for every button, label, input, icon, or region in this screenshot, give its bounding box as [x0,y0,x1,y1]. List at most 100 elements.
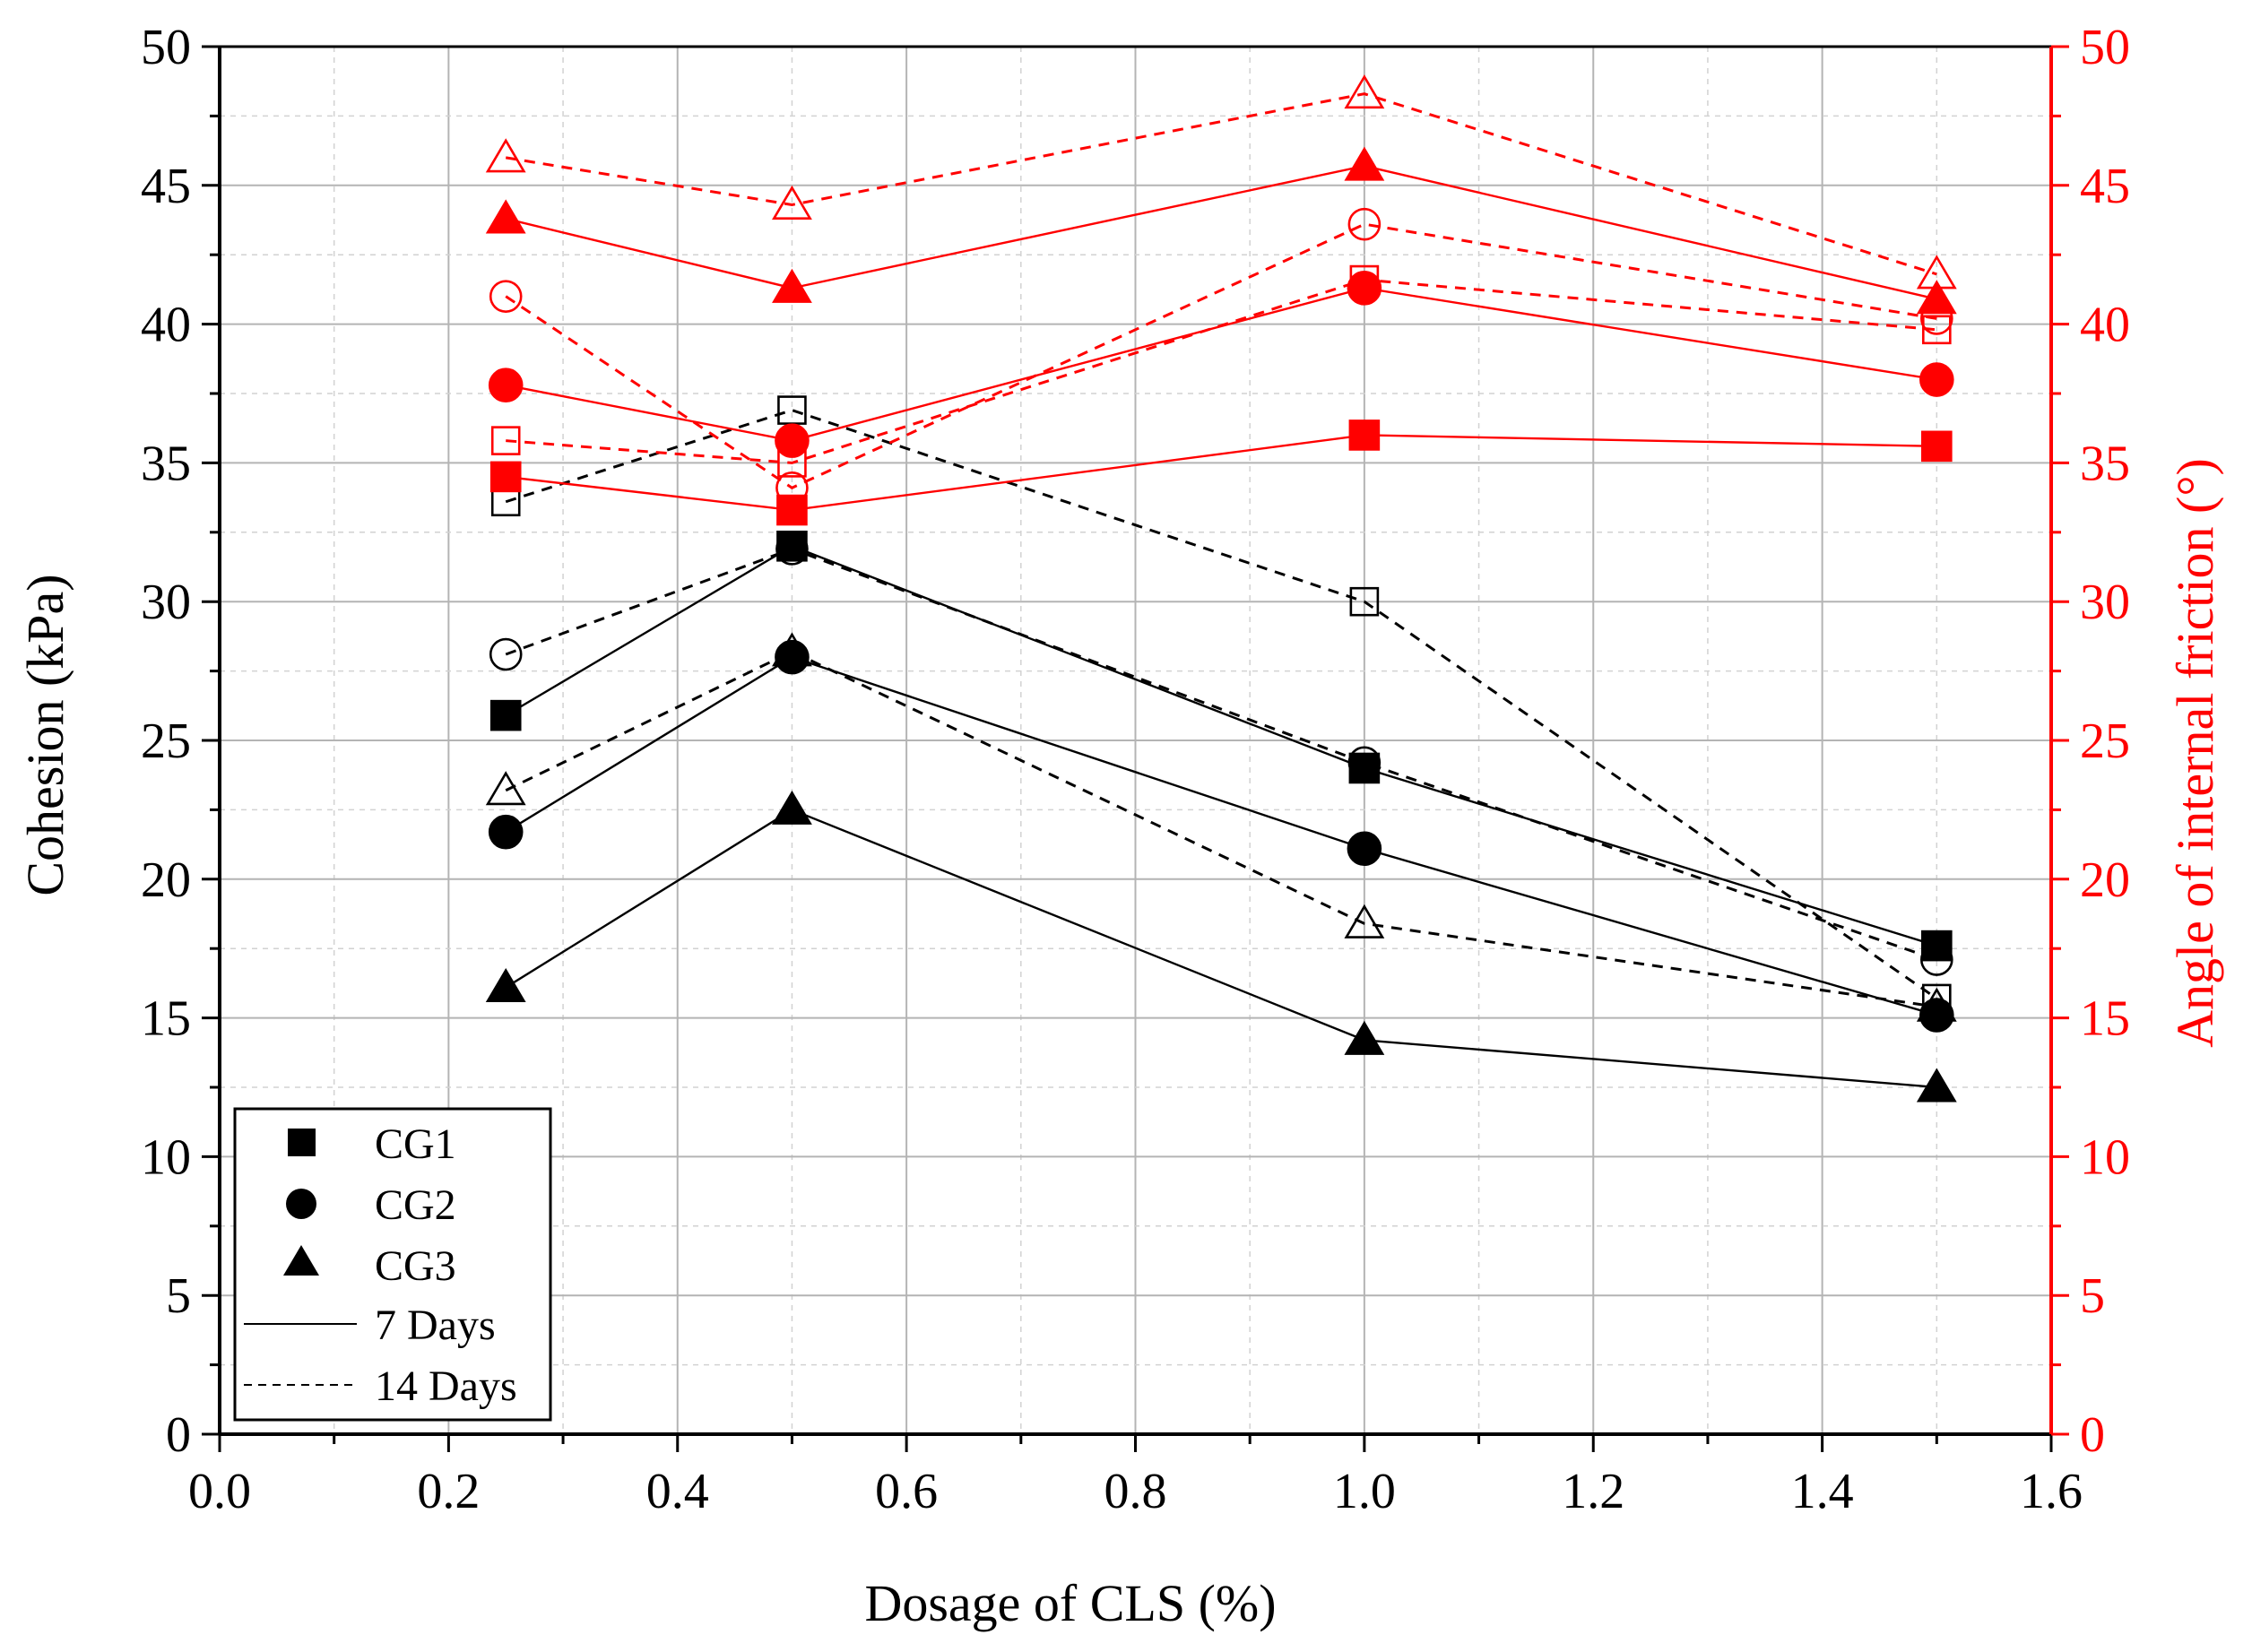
x-tick-label: 1.0 [1333,1464,1396,1519]
data-point-cg1-friction-angle-14-days [1349,264,1380,295]
data-point-cg1-cohesion-7-days [489,699,522,731]
data-point-cg3-friction-angle-7-days [772,268,812,303]
data-point-cg1-friction-angle-14-days [490,426,521,455]
data-point-cg1-friction-angle-7-days [1348,419,1381,451]
y-tick-label: 50 [141,20,191,75]
data-point-cg3-cohesion-7-days [1916,1068,1957,1103]
y2-tick-label: 20 [2080,852,2130,908]
y2-tick-label: 40 [2080,298,2130,353]
y2-tick-label: 45 [2080,159,2130,214]
data-point-cg3-cohesion-7-days [485,967,526,1003]
data-point-cg2-friction-angle-7-days [1919,362,1954,397]
y-tick-label: 15 [141,991,191,1047]
data-point-cg2-friction-angle-14-days [489,280,523,313]
y2-tick-label: 50 [2080,20,2130,75]
x-tick-label: 1.6 [2020,1464,2083,1519]
legend-marker-triangle [283,1245,319,1276]
data-point-cg1-friction-angle-7-days [1921,430,1953,463]
series-cg1-friction-angle-14-days [490,264,1952,478]
data-point-cg2-friction-angle-14-days [1920,302,1953,335]
x-tick-label: 0.0 [188,1464,251,1519]
data-point-cg3-cohesion-14-days [1344,904,1385,938]
legend-marker-circle [286,1189,316,1219]
data-point-cg3-friction-angle-14-days [1916,255,1957,290]
data-point-cg3-friction-angle-7-days [1344,146,1385,181]
x-axis-label: Dosage of CLS (%) [864,1574,1276,1632]
series-cg2-friction-angle-14-days [489,207,1953,505]
x-tick-label: 0.6 [875,1464,938,1519]
series-cg2-friction-angle-7-days [488,271,1954,458]
series-line-cg2-cohesion-14-days [505,547,1937,962]
y-tick-label: 35 [141,436,191,491]
legend-label-14-days: 14 Days [375,1362,517,1410]
y2-tick-label: 5 [2080,1268,2105,1324]
data-point-cg1-friction-angle-14-days [777,448,807,478]
y-tick-label: 25 [141,714,191,769]
y2-tick-label: 30 [2080,575,2130,630]
series-cg3-cohesion-7-days [485,790,1957,1103]
data-point-cg3-cohesion-14-days [772,632,812,667]
y-tick-label: 45 [141,159,191,214]
data-point-cg2-friction-angle-14-days [1347,207,1382,241]
y2-tick-label: 10 [2080,1129,2130,1185]
data-point-cg3-cohesion-14-days [1916,987,1957,1022]
series-line-cg3-friction-angle-7-days [505,164,1937,300]
legend-label-cg2: CG2 [375,1181,456,1229]
y-tick-label: 20 [141,852,191,908]
series-cg1-friction-angle-7-days [489,419,1953,526]
series-cg2-cohesion-7-days [488,639,1954,1033]
y-tick-label: 10 [141,1129,191,1185]
series-line-cg1-friction-angle-14-days [506,278,1937,464]
legend-box [233,1107,552,1422]
x-tick-label: 1.2 [1562,1464,1624,1519]
x-tick-label: 0.2 [417,1464,480,1519]
legend-marker-square [288,1129,316,1156]
data-point-cg2-cohesion-7-days [488,814,524,850]
data-point-cg2-friction-angle-7-days [775,423,810,458]
legend-label-cg3: CG3 [375,1242,456,1290]
data-point-cg2-cohesion-7-days [1347,831,1382,867]
series-layer [485,74,1957,1103]
x-tick-label: 1.4 [1791,1464,1854,1519]
series-line-cg1-friction-angle-7-days [506,434,1937,512]
data-point-cg1-cohesion-14-days [1349,586,1380,617]
data-point-cg2-cohesion-14-days [775,532,809,566]
y-tick-label: 0 [166,1407,191,1463]
y2-tick-label: 25 [2080,714,2130,769]
y2-tick-label: 35 [2080,436,2130,491]
series-cg3-friction-angle-14-days [485,74,1957,290]
data-point-cg3-cohesion-7-days [772,790,812,825]
y-tick-label: 5 [166,1268,191,1324]
y-tick-label: 30 [141,575,191,630]
series-cg2-cohesion-14-days [489,532,1953,976]
data-point-cg3-cohesion-14-days [485,771,526,806]
x-tick-label: 0.8 [1104,1464,1167,1519]
data-point-cg1-friction-angle-7-days [489,461,522,493]
data-point-cg2-cohesion-7-days [1919,998,1954,1033]
legend: CG1 CG2 CG3 7 Days 14 Days [233,1107,552,1422]
data-point-cg1-cohesion-14-days [1922,983,1952,1014]
series-line-cg3-friction-angle-14-days [505,92,1937,276]
data-point-cg1-friction-angle-14-days [1922,315,1952,345]
series-line-cg3-cohesion-7-days [505,809,1937,1089]
series-cg3-cohesion-14-days [485,632,1957,1022]
y2-tick-label: 0 [2080,1407,2105,1463]
data-point-cg2-friction-angle-14-days [775,471,809,505]
data-point-cg3-friction-angle-14-days [772,185,812,220]
data-point-cg3-friction-angle-14-days [1344,74,1385,109]
series-line-cg2-cohesion-7-days [505,655,1937,1016]
legend-label-7-days: 7 Days [375,1302,496,1349]
x-tick-label: 0.4 [646,1464,709,1519]
y2-axis-label: Angle of internal friction (°) [2166,458,2224,1048]
data-point-cg3-friction-angle-14-days [485,138,526,173]
data-point-cg2-cohesion-14-days [489,637,523,671]
data-point-cg2-friction-angle-7-days [1347,271,1382,306]
axes: 0.0 0.2 0.4 0.6 0.8 1.0 1.2 1.4 1.60510152025303… [141,20,2130,1519]
data-point-cg3-cohesion-7-days [1344,1020,1385,1055]
series-line-cg1-cohesion-14-days [505,408,1938,1000]
y2-tick-label: 15 [2080,991,2130,1047]
legend-label-cg1: CG1 [375,1120,456,1168]
series-line-cg2-friction-angle-7-days [505,287,1937,442]
data-point-cg2-cohesion-14-days [1347,746,1382,780]
